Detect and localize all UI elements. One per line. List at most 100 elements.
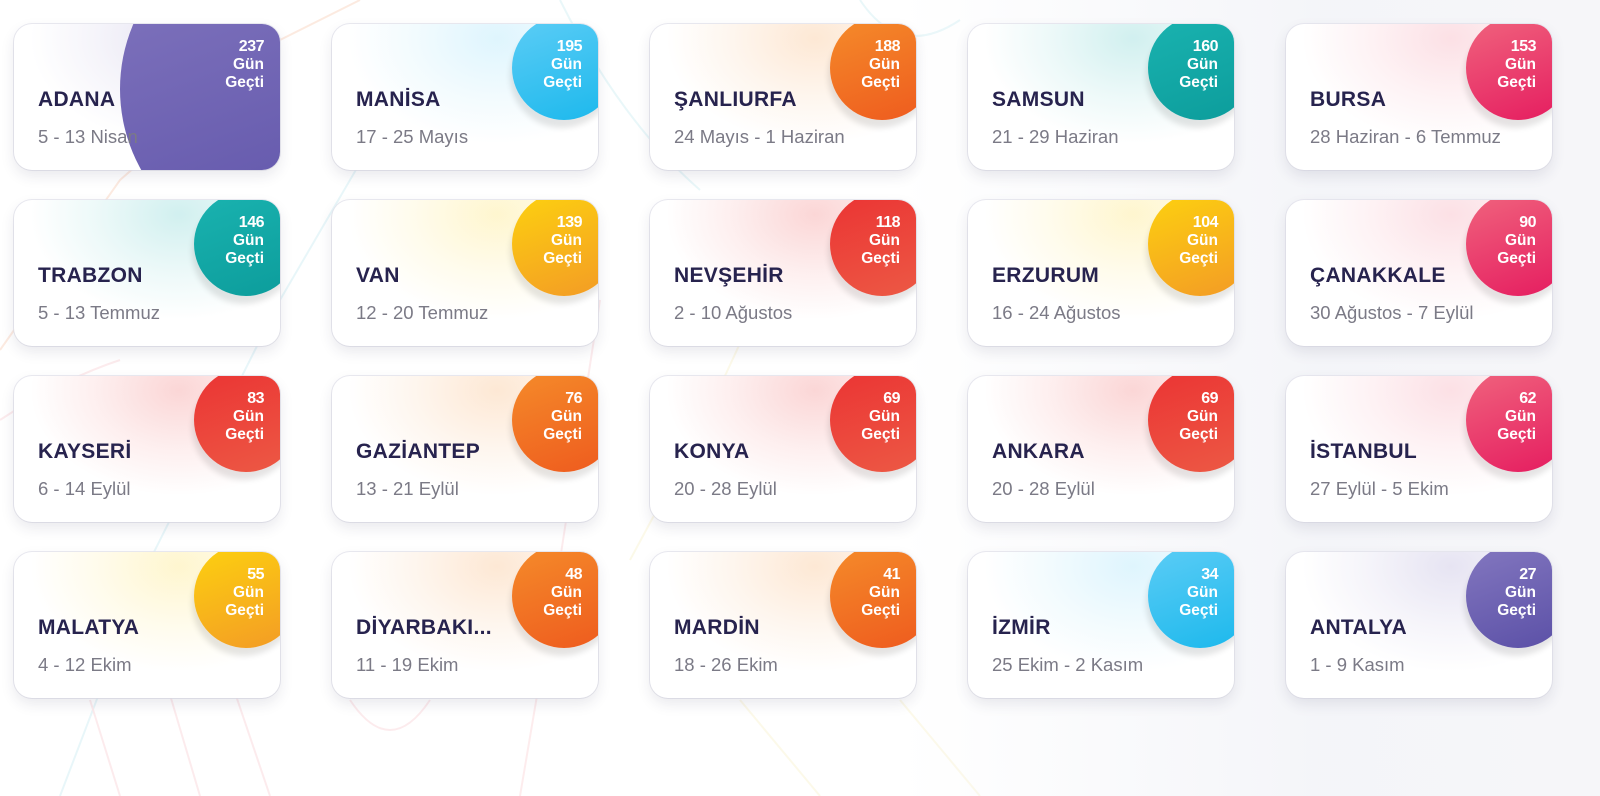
days-unit: Gün [1187,232,1218,249]
days-label: Geçti [1179,602,1218,619]
city-name: ERZURUM [992,264,1100,287]
days-count: 195 [556,38,583,55]
days-label: Geçti [225,602,264,619]
days-passed-badge: 76 Gün Geçti [512,376,598,472]
event-card[interactable]: 90 Gün Geçti ÇANAKKALE 30 Ağustos - 7 Eylül [1286,200,1552,346]
event-card[interactable]: 62 Gün Geçti İSTANBUL 27 Eylül - 5 Ekim [1286,376,1552,522]
event-dates: 17 - 25 Mayıs [356,126,469,147]
event-card[interactable]: 104 Gün Geçti ERZURUM 16 - 24 Ağustos [968,200,1234,346]
days-label: Geçti [861,250,900,267]
city-name: NEVŞEHİR [674,264,784,287]
event-card[interactable]: 69 Gün Geçti KONYA 20 - 28 Eylül [650,376,916,522]
event-card[interactable]: 153 Gün Geçti BURSA 28 Haziran - 6 Temmuz [1286,24,1552,170]
days-count: 83 [247,390,264,407]
days-count: 160 [1192,38,1219,55]
city-name: SAMSUN [992,88,1085,111]
city-name: ANTALYA [1310,616,1408,639]
city-name: BURSA [1310,88,1387,111]
days-label: Geçti [861,426,900,443]
days-count: 118 [875,214,901,231]
city-name: KONYA [674,440,750,463]
city-name: İZMİR [992,616,1051,639]
days-count: 153 [1510,38,1537,55]
days-unit: Gün [1505,584,1536,601]
days-count: 90 [1519,214,1536,231]
days-unit: Gün [233,408,264,425]
event-dates: 1 - 9 Kasım [1310,654,1405,675]
event-dates: 12 - 20 Temmuz [356,302,489,323]
event-card[interactable]: 83 Gün Geçti KAYSERİ 6 - 14 Eylül [14,376,280,522]
city-name: ÇANAKKALE [1310,264,1446,287]
days-label: Geçti [543,426,582,443]
days-passed-badge: 195 Gün Geçti [512,24,598,120]
days-count: 146 [238,214,265,231]
event-card[interactable]: 48 Gün Geçti DİYARBAKI... 11 - 19 Ekim [332,552,598,698]
days-unit: Gün [1505,408,1536,425]
days-unit: Gün [233,56,264,73]
city-name: MARDİN [674,616,760,639]
days-count: 62 [1519,390,1536,407]
event-card[interactable]: 195 Gün Geçti MANİSA 17 - 25 Mayıs [332,24,598,170]
event-card[interactable]: 237 Gün Geçti ADANA 5 - 13 Nisan [14,24,280,170]
event-dates: 5 - 13 Temmuz [38,302,161,323]
days-label: Geçti [1497,250,1536,267]
event-card[interactable]: 118 Gün Geçti NEVŞEHİR 2 - 10 Ağustos [650,200,916,346]
days-label: Geçti [225,74,264,91]
days-count: 237 [238,38,265,55]
days-label: Geçti [1497,602,1536,619]
event-dates: 13 - 21 Eylül [356,478,459,499]
days-count: 41 [883,566,900,583]
days-label: Geçti [543,74,582,91]
event-card[interactable]: 27 Gün Geçti ANTALYA 1 - 9 Kasım [1286,552,1552,698]
days-unit: Gün [1187,584,1218,601]
event-card[interactable]: 55 Gün Geçti MALATYA 4 - 12 Ekim [14,552,280,698]
event-card[interactable]: 188 Gün Geçti ŞANLIURFA 24 Mayıs - 1 Haziran [650,24,916,170]
event-dates: 27 Eylül - 5 Ekim [1310,478,1449,499]
days-label: Geçti [225,250,264,267]
event-card[interactable]: 69 Gün Geçti ANKARA 20 - 28 Eylül [968,376,1234,522]
days-count: 27 [1519,566,1536,583]
days-unit: Gün [551,408,582,425]
days-unit: Gün [233,584,264,601]
event-dates: 6 - 14 Eylül [38,478,131,499]
event-card[interactable]: 139 Gün Geçti VAN 12 - 20 Temmuz [332,200,598,346]
city-name: VAN [356,264,400,287]
events-grid: 237 Gün Geçti ADANA 5 - 13 Nisan 195 Gün Geçti… [14,24,1552,698]
event-dates: 16 - 24 Ağustos [992,302,1121,323]
days-unit: Gün [551,232,582,249]
event-card[interactable]: 146 Gün Geçti TRABZON 5 - 13 Temmuz [14,200,280,346]
days-unit: Gün [869,232,900,249]
city-name: GAZİANTEP [356,440,481,463]
days-unit: Gün [233,232,264,249]
days-passed-badge: 146 Gün Geçti [194,200,280,296]
days-label: Geçti [1179,74,1218,91]
event-dates: 30 Ağustos - 7 Eylül [1310,302,1474,323]
city-name: MANİSA [356,88,441,111]
city-name: DİYARBAKI... [356,616,492,639]
days-passed-badge: 55 Gün Geçti [194,552,280,648]
days-unit: Gün [869,584,900,601]
event-card[interactable]: 76 Gün Geçti GAZİANTEP 13 - 21 Eylül [332,376,598,522]
days-label: Geçti [861,74,900,91]
days-passed-badge: 48 Gün Geçti [512,552,598,648]
days-label: Geçti [1179,250,1218,267]
days-count: 55 [247,566,264,583]
days-count: 188 [874,38,901,55]
event-dates: 24 Mayıs - 1 Haziran [674,126,845,147]
days-count: 69 [1201,390,1218,407]
event-dates: 5 - 13 Nisan [38,126,138,147]
event-dates: 18 - 26 Ekim [674,654,778,675]
event-card[interactable]: 41 Gün Geçti MARDİN 18 - 26 Ekim [650,552,916,698]
city-name: TRABZON [38,264,143,287]
event-card[interactable]: 34 Gün Geçti İZMİR 25 Ekim - 2 Kasım [968,552,1234,698]
days-unit: Gün [869,56,900,73]
days-label: Geçti [1497,74,1536,91]
days-count: 104 [1192,214,1219,231]
days-label: Geçti [225,426,264,443]
days-unit: Gün [551,56,582,73]
days-count: 48 [565,566,582,583]
city-name: ADANA [38,88,116,111]
days-count: 69 [883,390,900,407]
event-dates: 25 Ekim - 2 Kasım [992,654,1144,675]
event-card[interactable]: 160 Gün Geçti SAMSUN 21 - 29 Haziran [968,24,1234,170]
